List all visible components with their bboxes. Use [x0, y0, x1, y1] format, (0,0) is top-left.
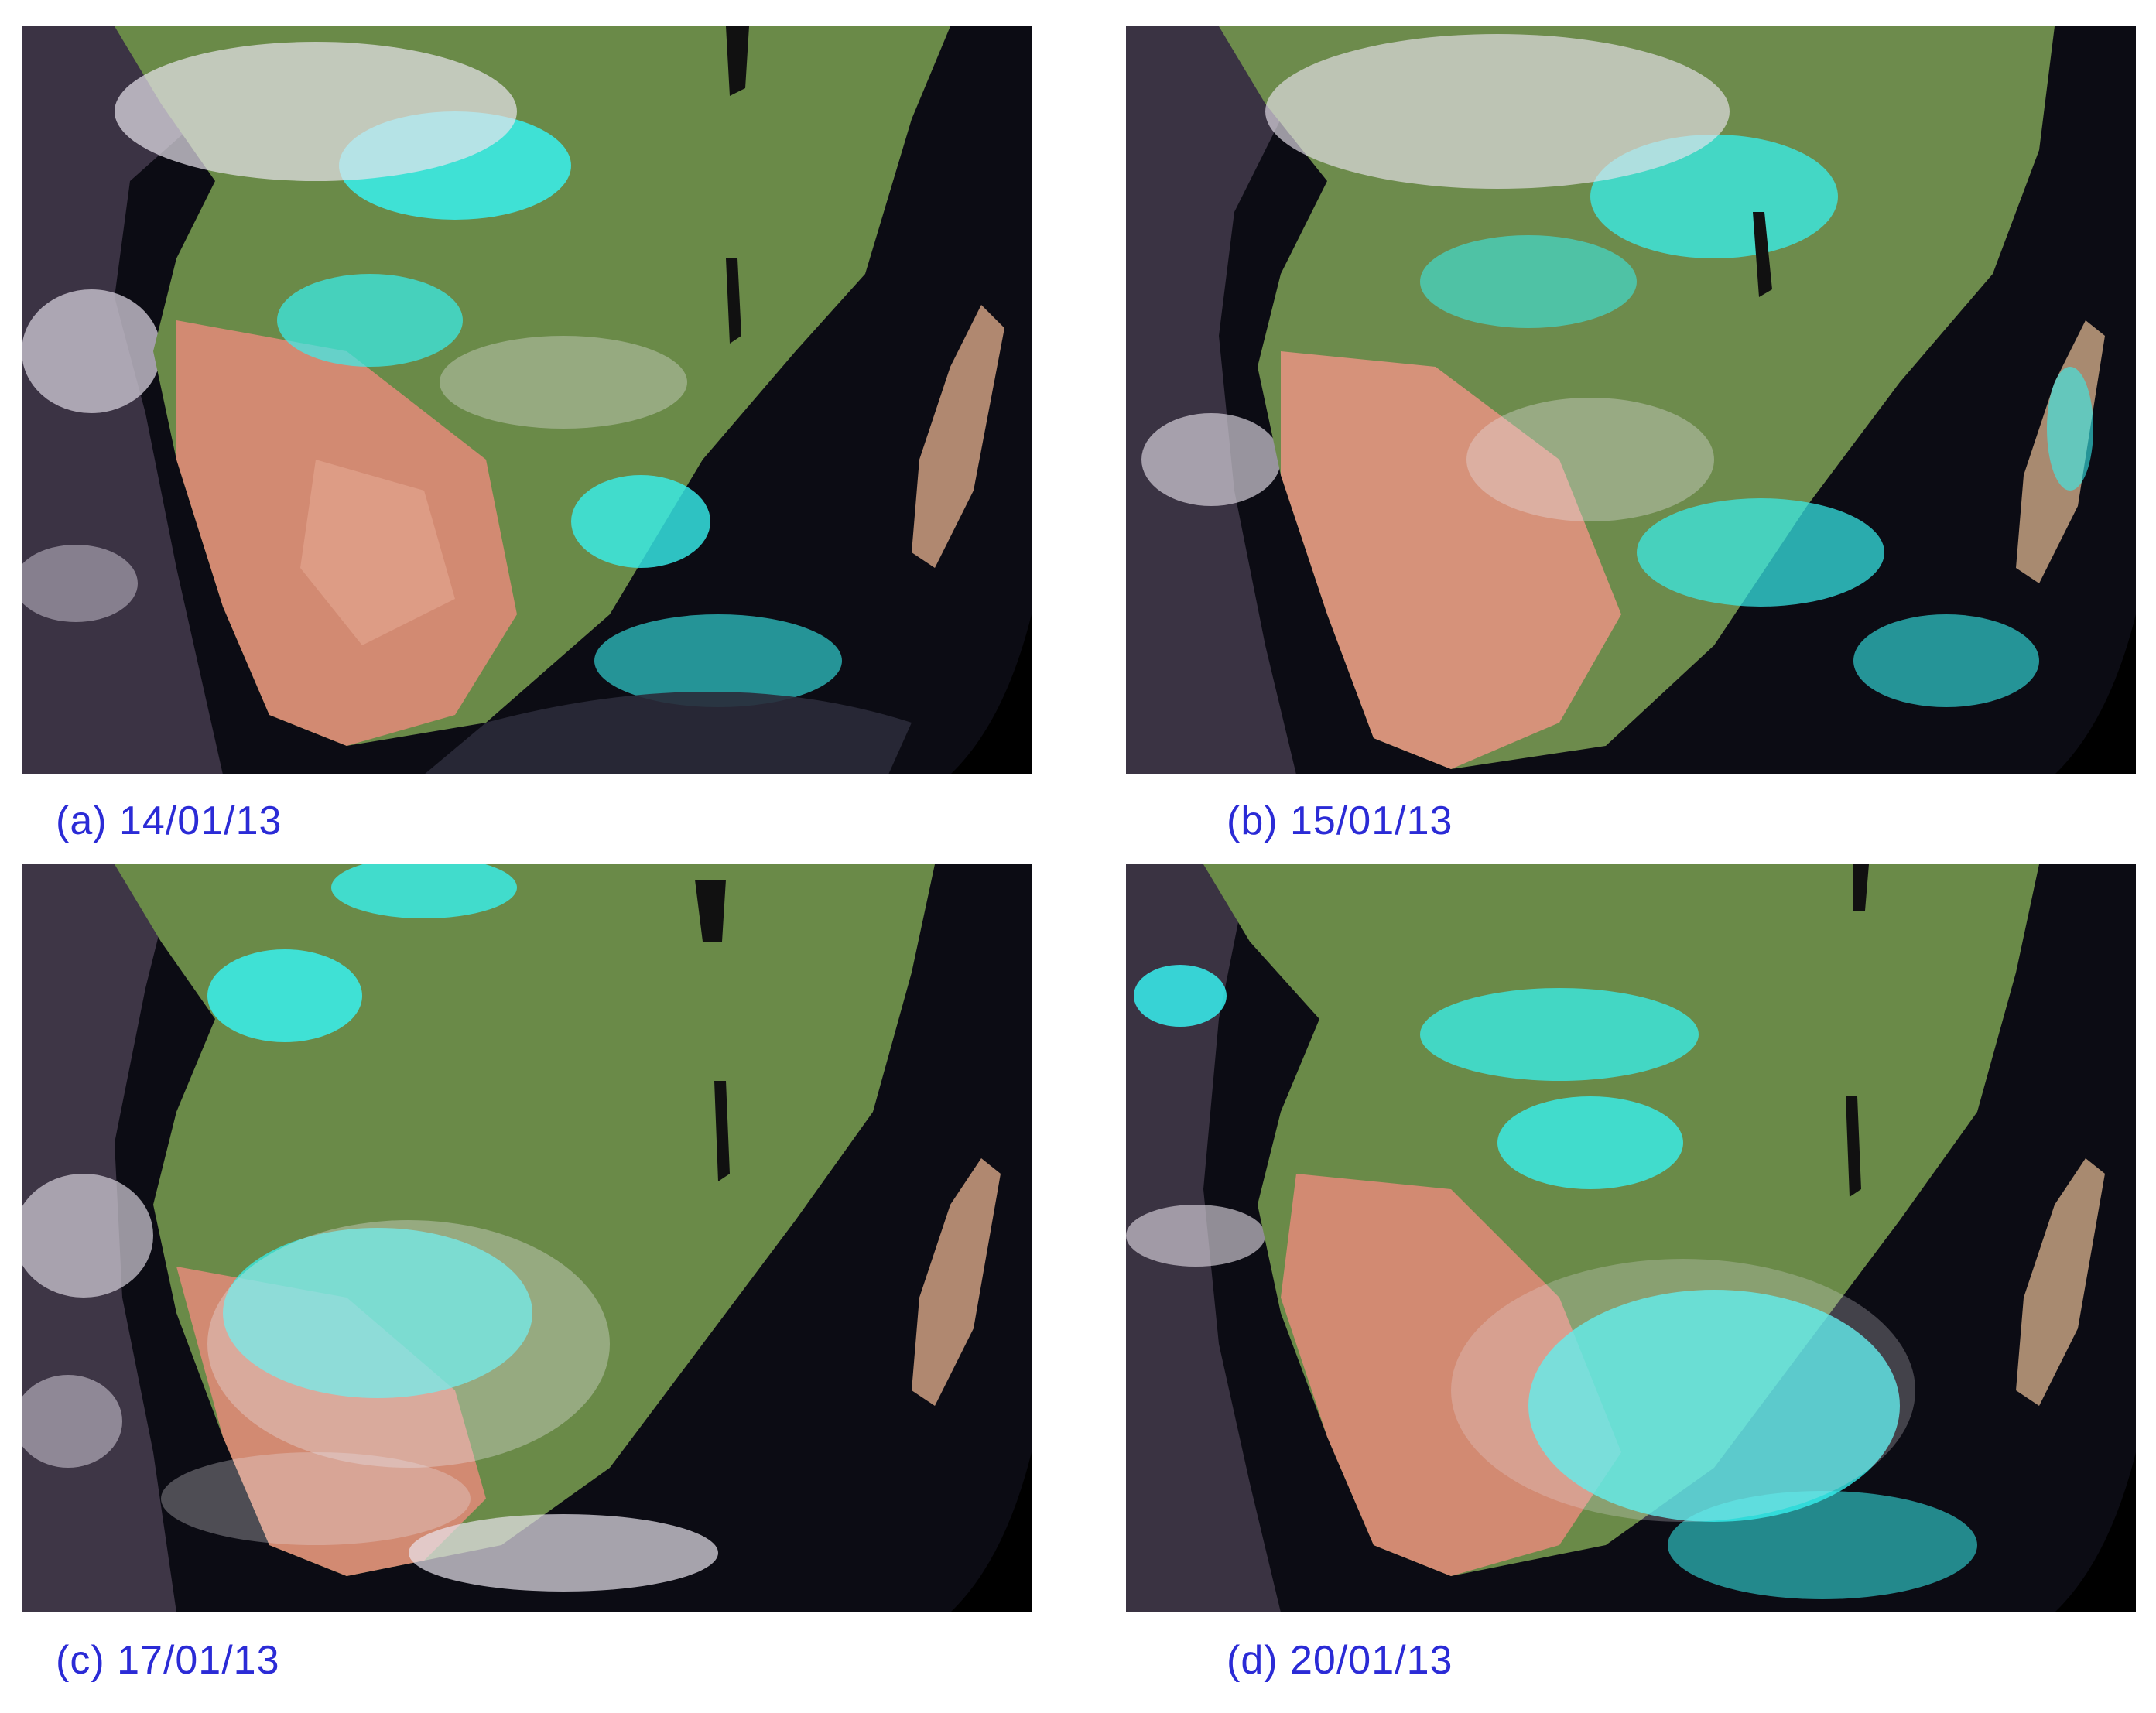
satellite-image-c: [22, 864, 1032, 1612]
caption-b: (b) 15/01/13: [1227, 798, 1453, 843]
satellite-image-d: [1126, 864, 2136, 1612]
caption-a: (a) 14/01/13: [56, 798, 282, 843]
satellite-image-b: [1126, 26, 2136, 774]
caption-c: (c) 17/01/13: [56, 1638, 280, 1683]
satellite-image-a: [22, 26, 1032, 774]
caption-d: (d) 20/01/13: [1227, 1638, 1453, 1683]
